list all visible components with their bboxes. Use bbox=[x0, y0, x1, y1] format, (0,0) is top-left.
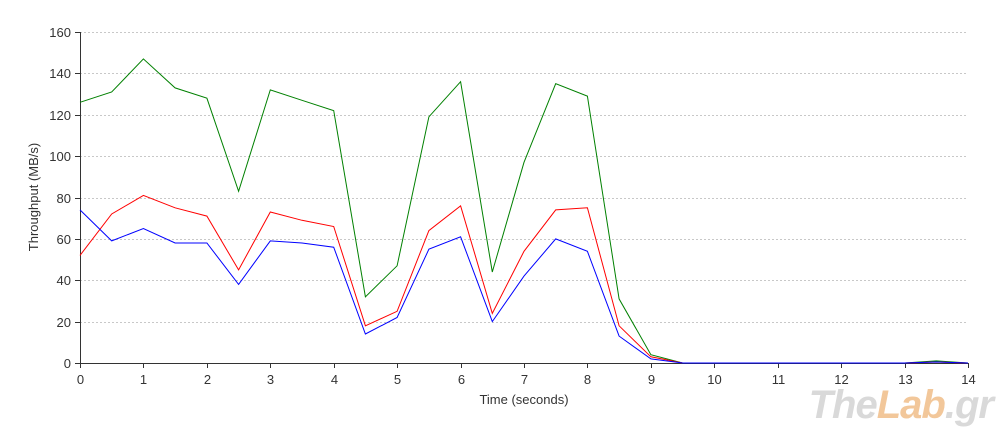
watermark-part-lab: Lab bbox=[876, 383, 946, 427]
x-tick-label-8: 8 bbox=[584, 372, 591, 387]
x-tick-label-7: 7 bbox=[521, 372, 528, 387]
y-tick-label-3: 60 bbox=[57, 232, 71, 247]
x-tick-label-9: 9 bbox=[648, 372, 655, 387]
series-line-2 bbox=[79, 209, 969, 364]
x-tick-label-2: 2 bbox=[204, 372, 211, 387]
y-tick-label-1: 20 bbox=[57, 315, 71, 330]
y-tick-label-0: 0 bbox=[64, 356, 71, 371]
y-axis-label: Throughput (MB/s) bbox=[26, 143, 41, 251]
y-tick-label-8: 160 bbox=[49, 25, 71, 40]
x-tick-label-10: 10 bbox=[707, 372, 721, 387]
x-tick-label-4: 4 bbox=[331, 372, 338, 387]
x-tick-label-11: 11 bbox=[772, 372, 786, 387]
series-lines bbox=[79, 58, 969, 364]
x-tick-label-1: 1 bbox=[140, 372, 147, 387]
y-tick-label-2: 40 bbox=[57, 273, 71, 288]
axes bbox=[80, 32, 968, 364]
x-tick-label-5: 5 bbox=[394, 372, 401, 387]
x-tick-label-6: 6 bbox=[458, 372, 465, 387]
y-tick-label-4: 80 bbox=[57, 191, 71, 206]
x-tick-label-3: 3 bbox=[267, 372, 274, 387]
y-tick-label-7: 140 bbox=[49, 66, 71, 81]
y-tick-label-5: 100 bbox=[49, 149, 71, 164]
series-line-0 bbox=[79, 58, 969, 364]
x-axis-label: Time (seconds) bbox=[479, 392, 568, 407]
watermark-part-gr: .gr bbox=[944, 383, 994, 427]
y-axis-ticks: 0 20 40 60 80 100 120 140 160 bbox=[49, 25, 80, 371]
x-tick-label-13: 13 bbox=[898, 372, 912, 387]
y-tick-label-6: 120 bbox=[49, 108, 71, 123]
watermark-logo: TheLab.gr bbox=[808, 383, 994, 427]
x-tick-label-0: 0 bbox=[77, 372, 84, 387]
series-line-1 bbox=[79, 194, 969, 364]
x-tick-label-12: 12 bbox=[834, 372, 848, 387]
watermark-part-the: The bbox=[808, 383, 878, 427]
x-tick-label-14: 14 bbox=[961, 372, 975, 387]
x-axis-ticks: 0 1 2 3 4 5 6 7 8 9 10 11 12 13 14 bbox=[77, 363, 976, 387]
gridlines bbox=[80, 32, 968, 323]
